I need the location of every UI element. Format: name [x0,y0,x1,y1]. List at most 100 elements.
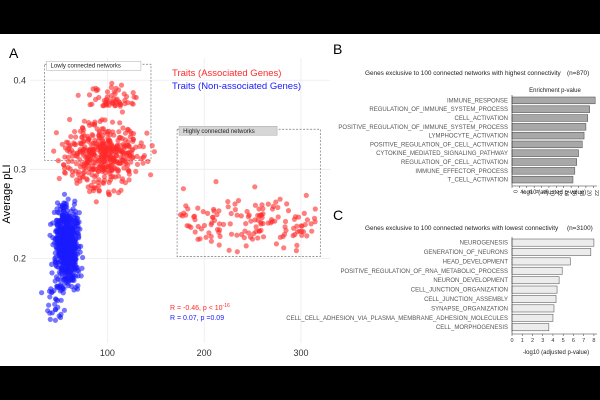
associated-gene-point [138,140,144,146]
associated-gene-point [144,130,150,136]
non-associated-gene-point [66,230,72,236]
box-label-background [178,126,278,136]
x-tick-label: 2 [531,338,534,344]
associated-gene-point [95,168,102,174]
panel-c-n-label: (n=3100) [567,225,593,232]
non-associated-gene-point [75,231,82,237]
associated-gene-point [73,134,79,140]
bar-category-label: CELL_JUNCTION_ASSEMBLY [424,297,508,303]
associated-gene-point [309,228,315,234]
associated-gene-point [110,174,116,180]
x-tick-label: 16 [571,190,577,196]
associated-gene-point [111,188,117,194]
associated-gene-point [105,152,112,158]
non-associated-gene-point [65,196,71,202]
non-associated-gene-point [51,209,57,215]
associated-gene-point [77,157,83,163]
associated-gene-point [220,221,227,227]
associated-gene-point [252,184,258,190]
non-associated-gene-point [75,267,81,274]
associated-gene-point [303,192,309,198]
associated-gene-point [87,188,93,195]
low-connectivity-label: Lowly connected networks [51,64,121,70]
non-associated-gene-point [62,260,68,266]
associated-gene-point [282,224,288,230]
associated-gene-point [200,209,206,215]
associated-gene-point [86,136,92,142]
panel-b-title: Genes exclusive to 100 connected network… [365,70,562,77]
non-associated-gene-point [47,294,53,300]
associated-gene-point [145,158,151,164]
associated-gene-point [248,218,254,224]
bar-category-label: IMMUNE_RESPONSE [447,98,508,104]
associated-gene-point [269,206,276,212]
associated-gene-point [308,221,314,227]
associated-gene-point [217,233,223,239]
associated-gene-point [228,210,234,217]
non-associated-gene-point [72,212,79,218]
associated-gene-point [225,199,231,205]
associated-gene-point [89,101,95,107]
associated-gene-point [134,153,140,159]
enrichment-bar [511,295,557,303]
associated-gene-point [92,140,98,146]
non-associated-gene-point [75,246,82,252]
enrichment-bar [511,149,579,157]
associated-gene-point [100,179,106,185]
associated-gene-point [133,168,139,175]
associated-gene-point [206,230,212,236]
panel-b-x-label: -log10 (adjusted p-value) [520,190,586,196]
associated-gene-point [79,134,85,141]
associated-gene-point [130,155,136,161]
bar-category-label: SYNAPSE_ORGANIZATION [431,306,508,312]
associated-gene-point [275,204,281,211]
associated-gene-point [186,223,192,229]
enrichment-bar [511,96,596,105]
associated-gene-point [299,223,305,229]
associated-gene-point [140,154,146,160]
associated-gene-point [80,127,87,133]
associated-gene-point [122,101,128,107]
enrichment-bar [511,238,595,247]
associated-gene-point [65,154,71,160]
associated-gene-point [294,229,301,235]
associated-gene-point [294,242,300,248]
associated-gene-point [239,231,245,238]
y-tick-label: 0.2 [13,253,26,263]
legend-entry: Traits (Associated Genes) [172,68,281,79]
associated-gene-point [109,80,115,86]
associated-gene-point [125,162,131,168]
scatter-tick-labels: 100 200 300 0.2 0.3 0.4 [13,75,308,358]
enrichment-bar [511,114,589,122]
associated-gene-point [213,179,219,185]
associated-gene-point [117,101,123,107]
x-tick-label: 14 [563,190,569,196]
associated-gene-point [72,129,78,135]
non-associated-gene-point [66,250,72,256]
non-associated-gene-point [45,308,51,314]
associated-gene-point [272,218,278,224]
x-tick-label: 7 [582,338,585,344]
non-associated-gene-point [52,250,58,256]
enrichment-bar [511,323,550,332]
associated-gene-point [106,138,112,144]
associated-gene-point [90,86,96,92]
associated-gene-point [53,130,60,136]
non-associated-gene-point [59,273,65,279]
non-associated-gene-point [61,191,68,197]
associated-gene-point [243,221,249,227]
associated-gene-point [116,160,123,166]
non-associated-gene-point [61,307,67,313]
associated-gene-point [133,94,139,101]
associated-gene-point [93,199,99,205]
associated-gene-point [127,134,133,140]
associated-gene-point [125,142,131,148]
associated-gene-point [85,151,91,157]
associated-gene-point [96,158,102,164]
x-tick-label: 2 [519,190,525,193]
associated-gene-point [235,198,242,204]
x-tick-label: 8 [541,190,547,193]
associated-gene-point [249,236,256,242]
associated-gene-point [304,233,310,239]
associated-gene-point [214,212,220,218]
